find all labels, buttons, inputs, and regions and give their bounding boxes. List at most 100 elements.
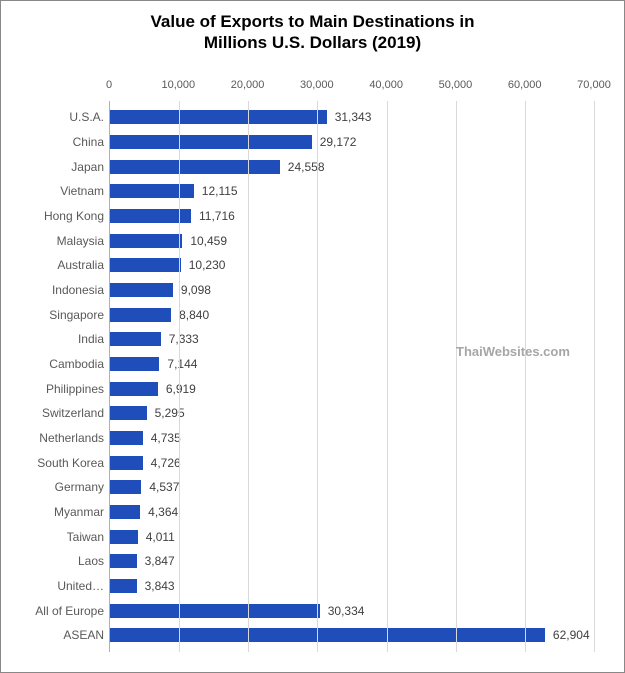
x-tick-label: 10,000 bbox=[161, 79, 195, 91]
bar-row: Indonesia9,098 bbox=[110, 281, 594, 299]
y-axis-label: United… bbox=[57, 579, 110, 593]
bar-value-label: 12,115 bbox=[194, 184, 238, 198]
bar: 62,904 bbox=[110, 628, 545, 642]
bar-row: Singapore8,840 bbox=[110, 306, 594, 324]
bar: 24,558 bbox=[110, 160, 280, 174]
bar: 3,847 bbox=[110, 554, 137, 568]
bar: 10,230 bbox=[110, 258, 181, 272]
y-axis-label: Taiwan bbox=[67, 530, 110, 544]
bar-value-label: 4,726 bbox=[143, 456, 181, 470]
bar-row: South Korea4,726 bbox=[110, 454, 594, 472]
bar-row: Laos3,847 bbox=[110, 552, 594, 570]
bar-row: Netherlands4,735 bbox=[110, 429, 594, 447]
bar-value-label: 6,919 bbox=[158, 382, 196, 396]
bar-value-label: 11,716 bbox=[191, 209, 235, 223]
gridline bbox=[387, 101, 388, 652]
bar: 4,364 bbox=[110, 505, 140, 519]
bar: 7,144 bbox=[110, 357, 159, 371]
bar: 5,295 bbox=[110, 406, 147, 420]
y-axis-label: Malaysia bbox=[57, 234, 110, 248]
y-axis-label: Cambodia bbox=[49, 357, 110, 371]
chart-title: Value of Exports to Main Destinations in… bbox=[1, 1, 624, 54]
y-axis-label: Laos bbox=[78, 554, 110, 568]
bar-value-label: 62,904 bbox=[545, 628, 590, 642]
x-axis-labels: 010,00020,00030,00040,00050,00060,00070,… bbox=[109, 79, 594, 97]
bars-wrap: U.S.A.31,343 China29,172 Japan24,558 Vietna… bbox=[110, 101, 594, 652]
bar-value-label: 31,343 bbox=[327, 110, 372, 124]
bar: 4,537 bbox=[110, 480, 141, 494]
y-axis-label: Philippines bbox=[46, 382, 110, 396]
x-tick-label: 60,000 bbox=[508, 79, 542, 91]
y-axis-label: Japan bbox=[71, 160, 110, 174]
bar-value-label: 30,334 bbox=[320, 604, 365, 618]
bar-row: Germany4,537 bbox=[110, 478, 594, 496]
y-axis-label: Germany bbox=[55, 480, 110, 494]
bar-row: Australia10,230 bbox=[110, 256, 594, 274]
bar-row: China29,172 bbox=[110, 133, 594, 151]
bar: 4,726 bbox=[110, 456, 143, 470]
bar-value-label: 8,840 bbox=[171, 308, 209, 322]
x-tick-label: 70,000 bbox=[577, 79, 611, 91]
gridline bbox=[248, 101, 249, 652]
y-axis-label: Netherlands bbox=[39, 431, 110, 445]
x-tick-label: 0 bbox=[106, 79, 112, 91]
bar-value-label: 10,230 bbox=[181, 258, 226, 272]
bar-row: India7,333 bbox=[110, 330, 594, 348]
bar: 4,735 bbox=[110, 431, 143, 445]
bar: 3,843 bbox=[110, 579, 137, 593]
bar-row: U.S.A.31,343 bbox=[110, 108, 594, 126]
bar-row: Hong Kong11,716 bbox=[110, 207, 594, 225]
chart-title-line1: Value of Exports to Main Destinations in bbox=[151, 12, 475, 31]
bar: 7,333 bbox=[110, 332, 161, 346]
y-axis-label: ASEAN bbox=[63, 628, 110, 642]
bar: 6,919 bbox=[110, 382, 158, 396]
chart-title-line2: Millions U.S. Dollars (2019) bbox=[204, 33, 421, 52]
y-axis-label: Indonesia bbox=[52, 283, 110, 297]
y-axis-label: India bbox=[78, 332, 110, 346]
bar: 9,098 bbox=[110, 283, 173, 297]
bar-row: Cambodia7,144 bbox=[110, 355, 594, 373]
y-axis-label: Australia bbox=[57, 258, 110, 272]
y-axis-label: China bbox=[73, 135, 110, 149]
bar-value-label: 4,011 bbox=[138, 530, 175, 544]
bar-row: ASEAN62,904 bbox=[110, 626, 594, 644]
gridline bbox=[179, 101, 180, 652]
bar-row: Malaysia10,459 bbox=[110, 232, 594, 250]
bar: 30,334 bbox=[110, 604, 320, 618]
bar: 29,172 bbox=[110, 135, 312, 149]
bar-value-label: 3,847 bbox=[137, 554, 175, 568]
bar-row: All of Europe30,334 bbox=[110, 602, 594, 620]
x-tick-label: 50,000 bbox=[439, 79, 473, 91]
bar-row: Switzerland5,295 bbox=[110, 404, 594, 422]
bar: 4,011 bbox=[110, 530, 138, 544]
bar-row: Myanmar4,364 bbox=[110, 503, 594, 521]
gridline bbox=[594, 101, 595, 652]
bar-row: United…3,843 bbox=[110, 577, 594, 595]
bar-value-label: 4,735 bbox=[143, 431, 181, 445]
y-axis-label: South Korea bbox=[37, 456, 110, 470]
gridline bbox=[525, 101, 526, 652]
bar: 12,115 bbox=[110, 184, 194, 198]
y-axis-label: All of Europe bbox=[35, 604, 110, 618]
bar-row: Japan24,558 bbox=[110, 158, 594, 176]
y-axis-label: Switzerland bbox=[42, 406, 110, 420]
bar: 10,459 bbox=[110, 234, 182, 248]
x-tick-label: 40,000 bbox=[369, 79, 403, 91]
x-tick-label: 20,000 bbox=[231, 79, 265, 91]
bar-row: Taiwan4,011 bbox=[110, 528, 594, 546]
plot-area: U.S.A.31,343 China29,172 Japan24,558 Vietna… bbox=[109, 101, 594, 652]
bar-value-label: 4,537 bbox=[141, 480, 179, 494]
x-tick-label: 30,000 bbox=[300, 79, 334, 91]
bar-value-label: 3,843 bbox=[137, 579, 175, 593]
bar-value-label: 10,459 bbox=[182, 234, 227, 248]
bar: 8,840 bbox=[110, 308, 171, 322]
bar-row: Vietnam12,115 bbox=[110, 182, 594, 200]
gridline bbox=[456, 101, 457, 652]
bar-value-label: 4,364 bbox=[140, 505, 178, 519]
bar: 31,343 bbox=[110, 110, 327, 124]
y-axis-label: Singapore bbox=[49, 308, 110, 322]
gridline bbox=[317, 101, 318, 652]
chart-container: Value of Exports to Main Destinations in… bbox=[0, 0, 625, 673]
y-axis-label: Myanmar bbox=[54, 505, 110, 519]
y-axis-label: Hong Kong bbox=[44, 209, 110, 223]
